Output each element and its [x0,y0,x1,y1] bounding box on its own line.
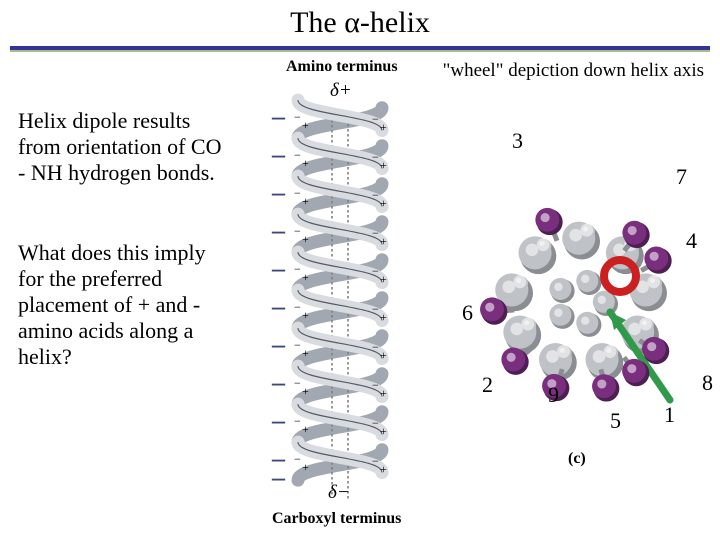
svg-text:+: + [302,118,309,132]
svg-text:–: – [271,368,286,397]
svg-text:–: – [271,463,286,492]
svg-text:–: – [271,102,286,131]
svg-text:+: + [380,424,387,438]
svg-text:−: − [372,264,379,278]
svg-text:+: + [380,234,387,248]
helical-wheel-figure: (c) 3 7 4 6 2 9 5 1 8 [450,114,710,474]
svg-text:+: + [302,384,309,398]
svg-text:+: + [302,460,309,474]
svg-text:–: – [271,330,286,359]
svg-text:+: + [302,346,309,360]
svg-text:+: + [302,194,309,208]
svg-text:−: − [294,300,301,314]
svg-text:+: + [380,462,387,476]
wheel-residue-label: 4 [686,228,697,254]
title-rule-inner [10,50,710,52]
svg-text:+: + [380,272,387,286]
helix-ribbon-svg: –−+−+–−+−+–−+−+–−+−+–−+−+–−+−+–−+−+–−+−+… [250,82,430,502]
svg-text:+: + [380,310,387,324]
svg-text:−: − [372,378,379,392]
svg-text:−: − [294,338,301,352]
svg-text:+: + [380,158,387,172]
svg-text:−: − [294,186,301,200]
svg-text:–: – [271,254,286,283]
svg-text:−: − [372,226,379,240]
svg-text:+: + [302,156,309,170]
svg-text:−: − [372,188,379,202]
svg-text:−: − [294,452,301,466]
carboxyl-terminus-label: Carboxyl terminus [272,510,401,528]
svg-text:−: − [294,414,301,428]
wheel-residue-label: 1 [664,402,675,428]
wheel-residue-label: 9 [548,382,559,408]
paragraph-dipole: Helix dipole results from orientation of… [18,108,228,186]
amino-terminus-label: Amino terminus [286,58,398,76]
svg-text:+: + [302,270,309,284]
svg-text:–: – [271,406,286,435]
svg-text:−: − [294,110,301,124]
svg-text:–: – [271,178,286,207]
svg-text:−: − [372,416,379,430]
title-bar: The α-helix [0,0,720,44]
svg-text:−: − [294,376,301,390]
delta-minus-label: δ− [328,482,350,504]
wheel-residue-label: 7 [676,164,687,190]
svg-text:+: + [380,348,387,362]
svg-text:−: − [372,302,379,316]
svg-text:+: + [380,120,387,134]
svg-text:−: − [372,150,379,164]
wheel-residue-label: 8 [702,370,713,396]
svg-text:−: − [372,454,379,468]
wheel-caption: "wheel" depiction down helix axis [443,60,704,82]
svg-text:+: + [380,386,387,400]
svg-text:−: − [294,148,301,162]
svg-text:+: + [380,196,387,210]
svg-text:−: − [294,224,301,238]
wheel-residue-label: 3 [512,128,523,154]
paragraph-question: What does this imply for the preferred p… [18,240,228,370]
svg-text:+: + [302,232,309,246]
svg-text:−: − [372,340,379,354]
wheel-residue-label: 5 [610,408,621,434]
wheel-residue-label: 6 [462,300,473,326]
svg-text:−: − [294,262,301,276]
slide-title: The α-helix [290,6,430,39]
wheel-residue-label: 2 [482,372,493,398]
svg-text:–: – [271,216,286,245]
svg-text:–: – [271,292,286,321]
svg-text:–: – [271,140,286,169]
helix-figure: Amino terminus δ+ –−+−+–−+−+–−+−+–−+−+–−… [250,58,430,528]
svg-text:+: + [302,308,309,322]
svg-text:−: − [372,112,379,126]
panel-label: (c) [568,450,586,468]
svg-text:+: + [302,422,309,436]
